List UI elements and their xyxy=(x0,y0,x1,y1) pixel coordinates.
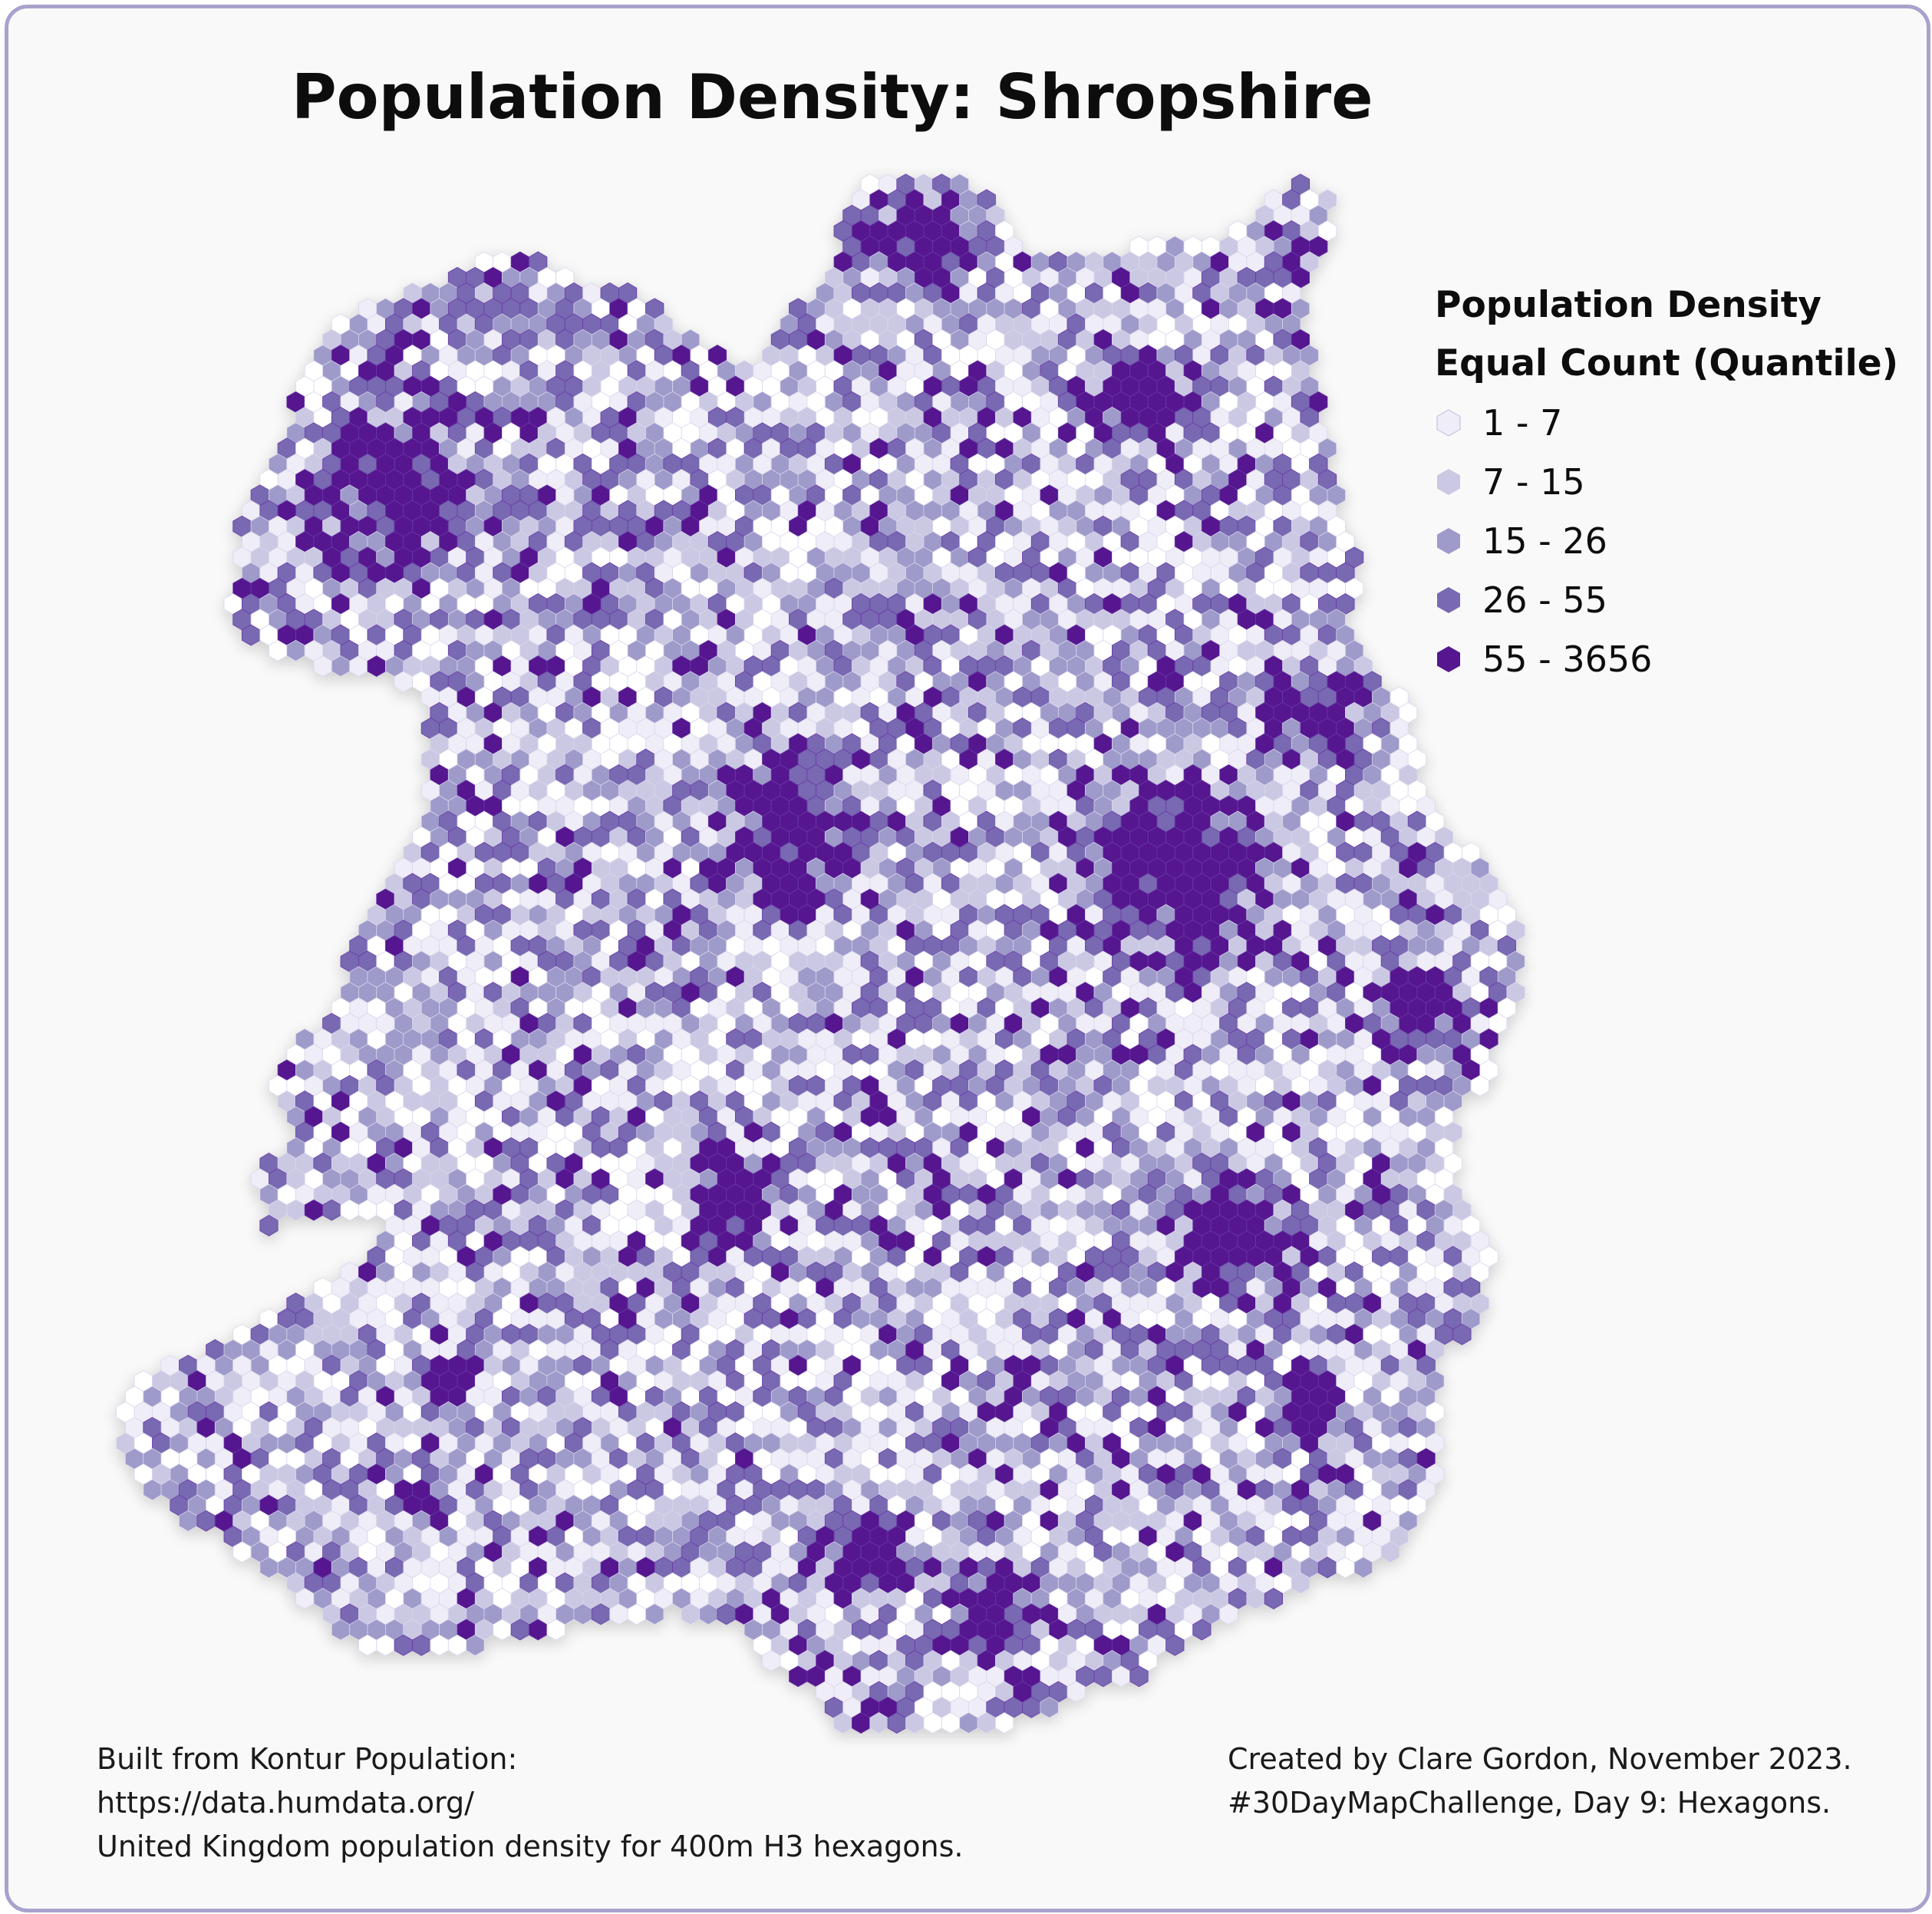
hexagon-layer xyxy=(116,173,1525,1734)
map-title: Population Density: Shropshire xyxy=(292,61,1373,133)
